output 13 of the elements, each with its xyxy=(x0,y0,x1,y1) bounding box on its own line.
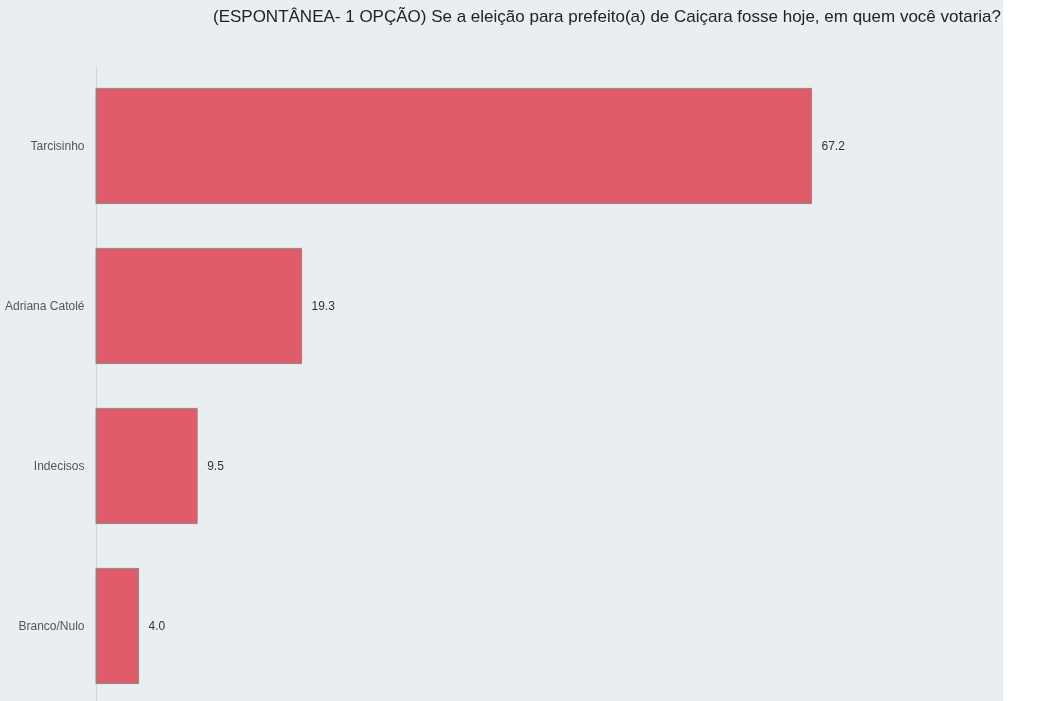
y-tick-label: Branco/Nulo xyxy=(18,619,85,633)
data-label: 67.2 xyxy=(821,139,846,153)
data-label: 4.0 xyxy=(148,619,166,633)
bar xyxy=(95,567,140,685)
y-tick-label: Adriana Catolé xyxy=(5,299,85,313)
bar xyxy=(95,247,302,365)
bar xyxy=(95,87,812,205)
data-label: 19.3 xyxy=(311,299,336,313)
data-label: 9.5 xyxy=(207,459,225,473)
y-tick-label: Indecisos xyxy=(33,459,85,473)
y-tick-label: Tarcisinho xyxy=(30,139,85,153)
chart-title: (ESPONTÂNEA- 1 OPÇÃO) Se a eleição para prefeito(a) de Caiçara fosse hoje, em quem você votaria? xyxy=(212,7,1001,26)
bar xyxy=(95,407,198,525)
